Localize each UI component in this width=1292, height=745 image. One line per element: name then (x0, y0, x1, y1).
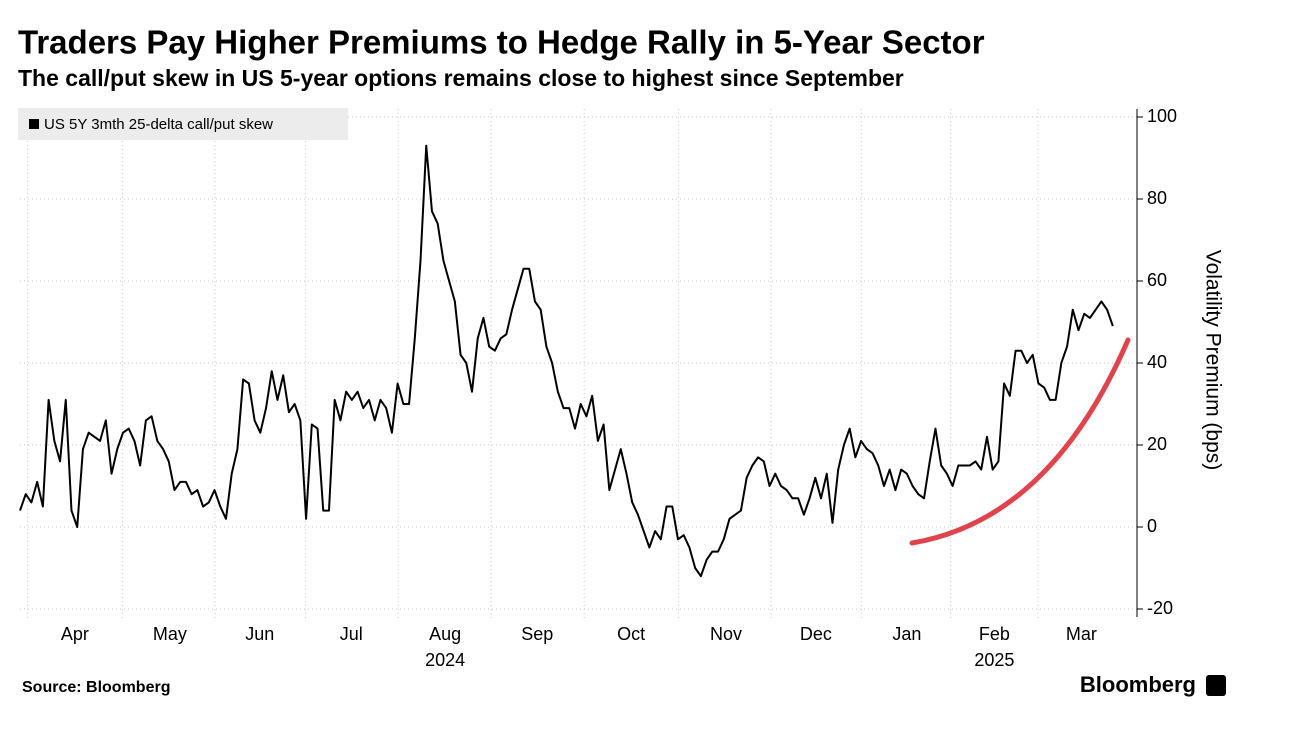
x-tick-label: Aug (429, 624, 461, 644)
y-tick-label: -20 (1147, 598, 1173, 618)
x-tick-label: Jun (245, 624, 274, 644)
legend-label: US 5Y 3mth 25-delta call/put skew (44, 116, 273, 133)
brand-icon (1206, 675, 1226, 696)
x-tick-label: Jul (340, 624, 363, 644)
x-tick-label: Nov (710, 624, 742, 644)
y-axis-label: Volatility Premium (bps) (1201, 250, 1224, 471)
y-tick-label: 80 (1147, 188, 1167, 208)
y-tick-label: 60 (1147, 270, 1167, 290)
legend-box (18, 108, 348, 140)
source: Source: Bloomberg (22, 679, 170, 696)
chart-title: Traders Pay Higher Premiums to Hedge Ral… (18, 24, 985, 61)
x-tick-label: Mar (1066, 624, 1097, 644)
y-tick-label: 20 (1147, 434, 1167, 454)
chart-subtitle: The call/put skew in US 5-year options r… (18, 65, 904, 91)
x-year-label: 2024 (425, 650, 465, 670)
x-tick-label: Jan (892, 624, 921, 644)
x-tick-label: Dec (800, 624, 832, 644)
line (19, 144, 1114, 578)
y-tick-label: 0 (1147, 516, 1157, 536)
x-year-label: 2025 (974, 650, 1014, 670)
x-tick-label: Apr (61, 624, 89, 644)
x-tick-label: Oct (617, 624, 645, 644)
x-tick-label: May (153, 624, 187, 644)
y-tick-label: 40 (1147, 352, 1167, 372)
x-tick-label: Sep (521, 624, 553, 644)
grid (20, 109, 1137, 619)
brand: Bloomberg (1080, 672, 1196, 697)
legend-swatch (29, 119, 39, 129)
x-tick-label: Feb (979, 624, 1010, 644)
trend-arrow (909, 337, 1131, 546)
y-tick-label: 100 (1147, 106, 1177, 126)
